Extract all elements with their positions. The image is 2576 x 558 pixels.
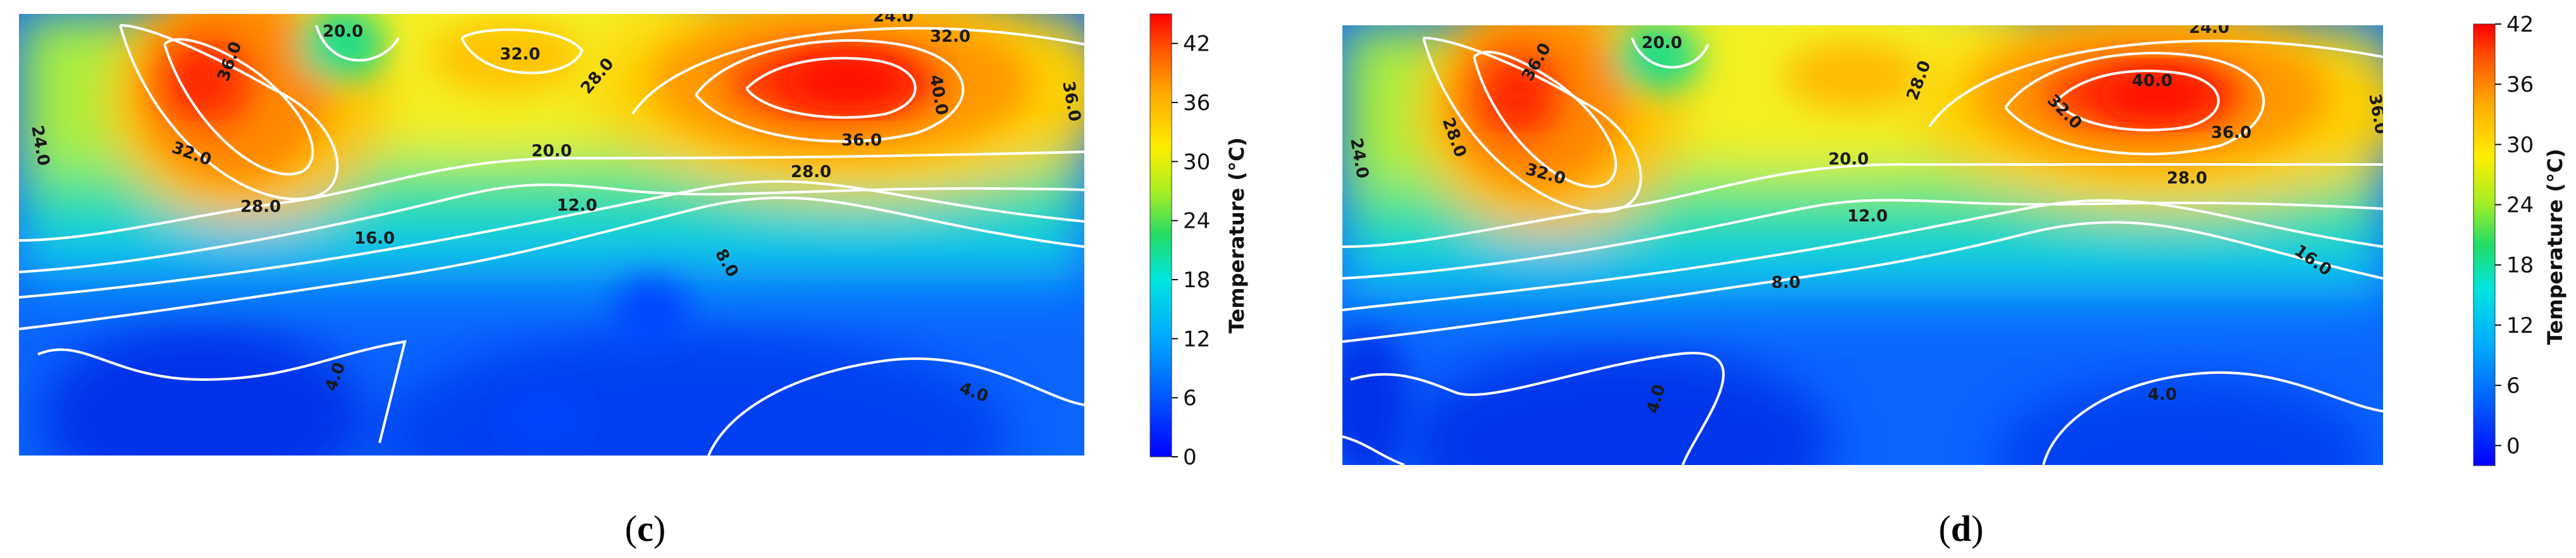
contour-labels-d: 20.0 24.0 36.0 28.0 28.0 40.0 32.0 36.0 …	[1346, 18, 2383, 416]
panel-d: 20.0 24.0 36.0 28.0 28.0 40.0 32.0 36.0 …	[1342, 12, 2567, 549]
colorbar-c: 0 6 12 18 24 30 36 42 Temperature (°C)	[1149, 13, 1249, 470]
colorbar-d: 0 6 12 18 24 30 36 42 Temperature (°C)	[2473, 12, 2567, 466]
colorbar-tick-label: 30	[1183, 149, 1210, 175]
contour-lines-c	[19, 24, 1084, 456]
contour-label: 20.0	[1642, 34, 1682, 53]
colorbar-tick-label: 6	[2506, 373, 2520, 399]
contour-label: 36.0	[841, 131, 882, 150]
colorbar-c-title: Temperature (°C)	[1225, 137, 1249, 333]
contour-label: 28.0	[2167, 169, 2207, 188]
contour-label: 12.0	[557, 196, 597, 215]
contour-label: 28.0	[240, 197, 281, 216]
contour-label: 16.0	[354, 229, 395, 248]
contour-label: 40.0	[2132, 71, 2172, 90]
contour-label: 32.0	[500, 45, 540, 64]
panel-c-label: (c)	[625, 508, 666, 549]
contour-label: 20.0	[323, 22, 363, 41]
colorbar-d-ticks: 0 6 12 18 24 30 36 42	[2495, 12, 2534, 459]
colorbar-tick-label: 30	[2506, 132, 2534, 158]
heatmap-d: 20.0 24.0 36.0 28.0 28.0 40.0 32.0 36.0 …	[1342, 18, 2383, 465]
colorbar-d-title: Temperature (°C)	[2543, 149, 2567, 345]
colorbar-tick-label: 24	[2506, 193, 2534, 218]
colorbar-tick-label: 24	[1183, 209, 1210, 234]
contour-label: 8.0	[1771, 273, 1800, 292]
panel-c-letter: c	[637, 508, 653, 549]
colorbar-tick-label: 42	[2506, 12, 2534, 37]
contour-label: 24.0	[873, 7, 913, 26]
panel-d-label: (d)	[1939, 508, 1984, 549]
panel-c: 36.0 20.0 32.0 28.0 24.0 32.0 40.0 36.0 …	[19, 7, 1249, 549]
contour-label: 24.0	[2189, 18, 2229, 37]
colorbar-tick-label: 36	[2506, 72, 2534, 97]
colorbar-tick-label: 18	[1183, 268, 1210, 293]
colorbar-tick-label: 36	[1183, 90, 1210, 116]
colorbar-c-gradient	[1149, 13, 1172, 457]
contour-label: 20.0	[1828, 150, 1869, 169]
colorbar-tick-label: 12	[1183, 326, 1210, 352]
contour-label: 32.0	[930, 27, 970, 46]
colorbar-tick-label: 0	[2506, 433, 2520, 459]
panel-d-letter: d	[1951, 508, 1971, 549]
contour-lines-d	[1342, 37, 2383, 465]
contour-label: 20.0	[531, 142, 572, 161]
colorbar-c-ticks: 0 6 12 18 24 30 36 42	[1172, 32, 1210, 470]
colorbar-tick-label: 6	[1183, 386, 1197, 411]
colorbar-tick-label: 12	[2506, 313, 2534, 338]
colorbar-tick-label: 18	[2506, 253, 2534, 278]
heatmap-c: 36.0 20.0 32.0 28.0 24.0 32.0 40.0 36.0 …	[19, 7, 1084, 456]
contour-label: 4.0	[2148, 385, 2177, 404]
contour-label: 28.0	[791, 163, 831, 182]
contour-label: 12.0	[1847, 207, 1888, 226]
colorbar-d-gradient	[2473, 23, 2496, 466]
colorbar-tick-label: 0	[1183, 445, 1197, 470]
contour-labels-c: 36.0 20.0 32.0 28.0 24.0 32.0 40.0 36.0 …	[27, 7, 1084, 406]
colorbar-tick-label: 42	[1183, 32, 1210, 57]
contour-label: 36.0	[2211, 123, 2251, 142]
